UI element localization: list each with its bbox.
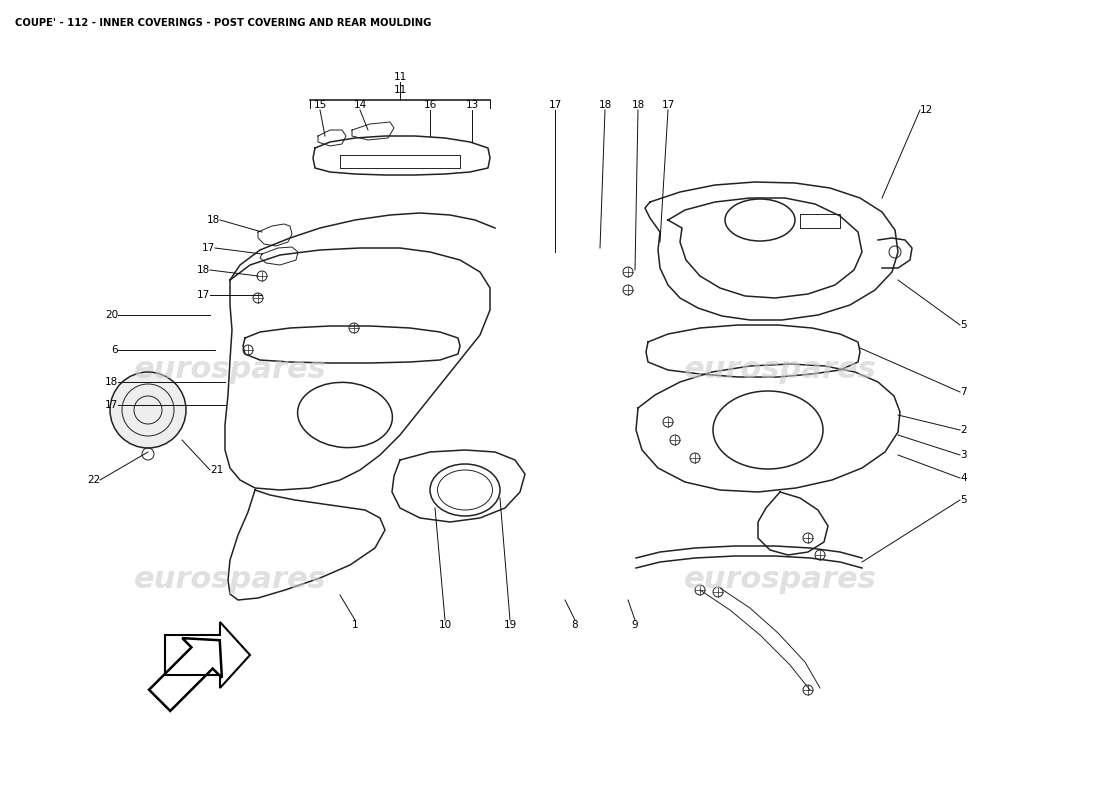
Text: 17: 17	[197, 290, 210, 300]
Text: eurospares: eurospares	[133, 355, 327, 385]
Text: 18: 18	[197, 265, 210, 275]
Text: 6: 6	[111, 345, 118, 355]
Text: 11: 11	[394, 72, 407, 82]
Text: 7: 7	[960, 387, 967, 397]
Text: 18: 18	[631, 100, 645, 110]
Text: eurospares: eurospares	[683, 355, 877, 385]
Text: 17: 17	[661, 100, 674, 110]
Text: 13: 13	[465, 100, 478, 110]
Text: 10: 10	[439, 620, 452, 630]
Text: 21: 21	[210, 465, 223, 475]
Text: 17: 17	[201, 243, 214, 253]
Text: 5: 5	[960, 495, 967, 505]
Text: 3: 3	[960, 450, 967, 460]
Text: 9: 9	[631, 620, 638, 630]
Text: 17: 17	[549, 100, 562, 110]
Text: COUPE' - 112 - INNER COVERINGS - POST COVERING AND REAR MOULDING: COUPE' - 112 - INNER COVERINGS - POST CO…	[15, 18, 431, 28]
Text: eurospares: eurospares	[683, 566, 877, 594]
Text: 18: 18	[598, 100, 612, 110]
Text: 2: 2	[960, 425, 967, 435]
Text: 18: 18	[207, 215, 220, 225]
Text: 5: 5	[960, 320, 967, 330]
Text: 12: 12	[920, 105, 933, 115]
Text: 14: 14	[353, 100, 366, 110]
Text: 8: 8	[572, 620, 579, 630]
Text: 18: 18	[104, 377, 118, 387]
Text: 22: 22	[87, 475, 100, 485]
Text: 16: 16	[424, 100, 437, 110]
Circle shape	[110, 372, 186, 448]
Text: 17: 17	[104, 400, 118, 410]
Text: 4: 4	[960, 473, 967, 483]
Text: 11: 11	[394, 85, 407, 95]
Text: 19: 19	[504, 620, 517, 630]
Text: 15: 15	[314, 100, 327, 110]
Text: eurospares: eurospares	[133, 566, 327, 594]
Text: 20: 20	[104, 310, 118, 320]
Text: 1: 1	[352, 620, 359, 630]
